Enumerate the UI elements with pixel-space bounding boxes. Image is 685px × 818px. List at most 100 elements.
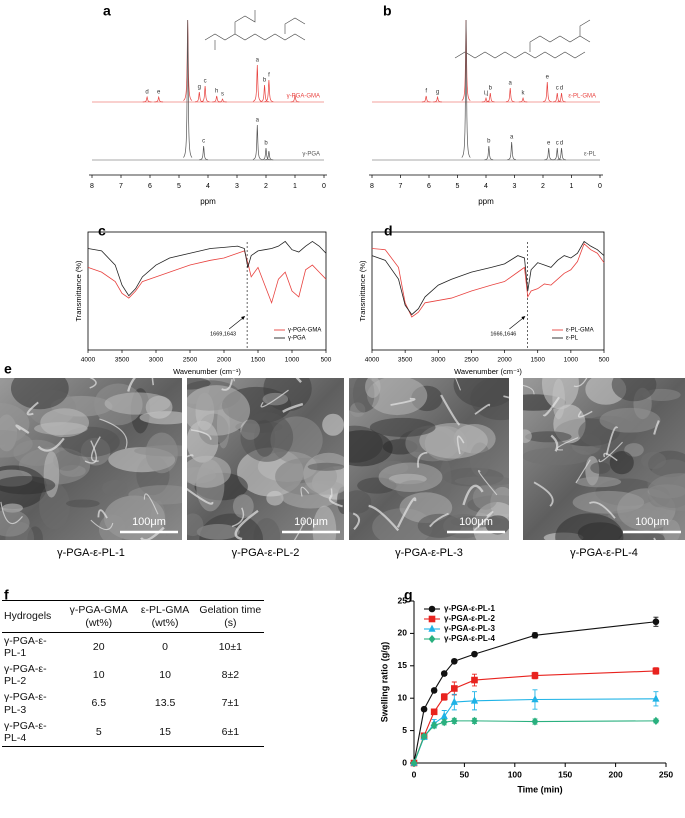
table-cell: 7±1 [221,697,240,710]
peak [199,145,209,161]
x-tick-label: 2500 [464,357,479,364]
sem-texture [232,494,254,519]
sem-ridge [90,436,101,462]
peak [261,147,271,161]
sem-ridge [187,487,214,505]
sem-ridge [456,435,465,455]
sem-texture [128,485,182,505]
sem-ridge [523,384,535,395]
table-cell: γ-PGA-ε-PL-1 [4,635,47,660]
table-cell: 10±1 [218,641,242,654]
sem-texture [0,475,56,495]
sem-texture [65,499,100,508]
x-axis-label: ppm [200,197,216,206]
image-caption: γ-PGA-ε-PL-2 [232,547,300,559]
sem-texture [647,473,685,511]
sem-texture [609,450,634,475]
peak [194,91,204,103]
x-tick-label: 2000 [497,357,512,364]
y-tick-label: 15 [398,660,408,670]
sem-ridge [37,437,65,452]
sem-ridge [473,511,494,532]
peak [542,81,552,102]
sem-ridge [542,396,560,417]
sem-texture [187,513,204,537]
sem-texture [322,413,344,436]
data-point [531,695,539,703]
sem-ridge [234,509,259,540]
sem-ridge [550,434,559,452]
sem-texture [53,450,81,471]
data-point [451,657,458,665]
sem-ridge [99,418,128,450]
sem-ridge [440,394,461,426]
header-cell: ε-PL-GMA (wt%) [133,599,197,634]
peak-label: g [198,85,201,91]
peak-label: d [145,90,148,96]
sem-ridge [84,440,98,464]
peak [252,64,262,102]
sem-texture [378,462,443,492]
sem-texture [555,513,624,540]
image-caption: γ-PGA-ε-PL-4 [570,547,638,559]
peak-label: f [425,89,427,95]
peak [260,84,269,103]
sem-ridge [429,512,449,528]
peak-label: d [560,141,563,147]
table-header: Hydrogels γ-PGA-GMA (wt%) ε-PL-GMA (wt%)… [2,599,264,634]
scale-bar-label: 100μm [294,516,328,528]
sem-ridge [533,481,554,507]
legend-marker [428,605,436,613]
peak-label: g [436,90,439,96]
sem-texture [624,443,644,457]
data-point [410,758,418,768]
peak [552,147,562,161]
data-point [440,670,448,677]
sem-ridge [455,378,462,391]
legend-label: γ-PGA-ε-PL-3 [444,624,495,633]
x-tick-label: 150 [558,769,572,779]
peak [552,92,562,103]
y-axis-label: Transmittance (%) [74,260,83,321]
peak [507,141,516,161]
peak-label: c [202,139,205,145]
x-tick-label: 5 [177,183,181,190]
table-cell: 15 [133,717,197,747]
peak-label: a [510,135,514,141]
plot-frame [87,231,327,351]
table-cell: 0 [162,641,169,654]
sem-ridge [151,378,155,386]
peak-label: b [264,141,268,147]
peak [557,147,566,161]
peak-label: f [268,73,270,79]
sem-ridge [293,519,305,540]
x-tick-label: 4 [484,183,488,190]
data-point [430,687,438,694]
table-row: γ-PGA-ε-PL-3 6.5 13.5 7±1 [2,689,264,717]
x-tick-label: 0 [412,769,417,779]
peak [264,150,274,161]
sem-texture [525,431,572,443]
table-cell: γ-PGA-ε-PL-4 [2,717,64,747]
sem-ridge [603,452,618,462]
sem-ridge [233,378,236,382]
peak-label: a [256,58,260,64]
series-label: γ-PGA-GMA [287,94,320,100]
x-tick-label: 4000 [81,357,96,364]
sem-ridge [588,501,616,519]
peak [218,98,227,103]
sem-texture [662,519,681,540]
x-tick-label: 4 [206,183,210,190]
x-tick-label: 7 [119,183,123,190]
sem-texture [10,378,69,410]
sem-texture [104,392,171,415]
x-tick-label: 3 [513,183,517,190]
series-line [413,720,656,764]
sem-image [523,378,685,540]
peak [142,95,152,103]
table-cell: 13.5 [154,697,176,710]
table-cell: 6.5 [91,697,107,710]
sem-ridge [396,497,417,528]
sem-texture [40,408,90,438]
sem-texture [307,462,344,471]
